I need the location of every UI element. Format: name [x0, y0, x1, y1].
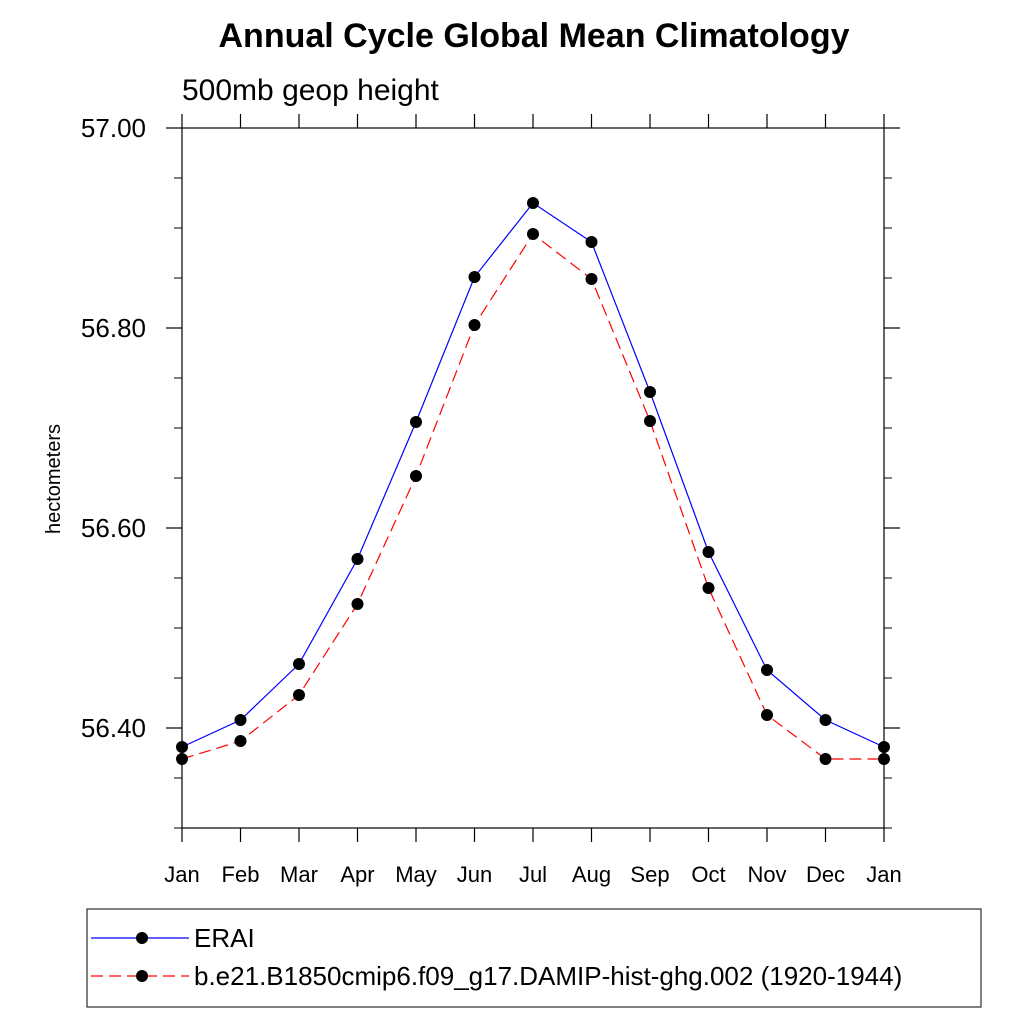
series-1-point	[234, 735, 247, 747]
x-tick-label: Jan	[866, 862, 901, 887]
x-tick-label: Dec	[806, 862, 845, 887]
x-tick-label: Sep	[630, 862, 669, 887]
x-tick-label: Aug	[572, 862, 611, 887]
series-0-point	[585, 236, 598, 248]
x-tick-label: Mar	[280, 862, 318, 887]
chart-subtitle: 500mb geop height	[182, 74, 440, 107]
series-0-point	[468, 271, 481, 283]
series-1-point	[527, 228, 539, 240]
series-1-point	[819, 753, 832, 765]
series-1-point	[176, 753, 188, 765]
legend-marker-1	[136, 970, 148, 982]
chart-title: Annual Cycle Global Mean Climatology	[219, 17, 850, 55]
y-axis-label: hectometers	[43, 424, 65, 534]
series-0-point	[176, 741, 188, 753]
series-1-point	[878, 753, 890, 765]
axes: 56.40 56.60 56.80 57.00 Jan Feb Mar Apr May Jun Ju…	[81, 113, 902, 887]
x-tick-label: Jul	[519, 862, 547, 887]
series-0-point	[702, 546, 715, 558]
series-line-0	[181, 202, 885, 748]
series-1-point	[644, 415, 656, 427]
y-tick-label: 57.00	[81, 113, 146, 143]
y-tick-label: 56.40	[81, 713, 146, 743]
series-layer	[176, 197, 890, 765]
x-tick-label: May	[395, 862, 437, 887]
series-0-point	[644, 386, 656, 398]
series-1-point	[410, 470, 422, 482]
x-tick-label: Nov	[747, 862, 786, 887]
series-0-point	[410, 416, 422, 428]
legend-marker-0	[136, 932, 148, 944]
x-tick-label: Jun	[457, 862, 492, 887]
series-0-point	[527, 197, 539, 209]
x-tick-label: Oct	[691, 862, 725, 887]
series-1-point	[351, 598, 364, 610]
legend-box	[86, 908, 982, 1008]
series-0-point	[293, 658, 305, 670]
y-tick-label: 56.80	[81, 313, 146, 343]
x-tick-label: Jan	[164, 862, 199, 887]
series-0-point	[351, 553, 364, 565]
legend-label-0: ERAI	[194, 923, 255, 953]
y-tick-label: 56.60	[81, 513, 146, 543]
series-0-point	[878, 741, 890, 753]
series-1-point	[761, 709, 773, 721]
series-1-point	[702, 582, 715, 594]
series-0-point	[819, 714, 832, 726]
legend-label-1: b.e21.B1850cmip6.f09_g17.DAMIP-hist-ghg.…	[194, 961, 902, 991]
legend: ERAI b.e21.B1850cmip6.f09_g17.DAMIP-hist-…	[86, 908, 982, 1008]
series-1-point	[468, 319, 481, 331]
series-1-point	[293, 689, 305, 701]
x-tick-label: Apr	[340, 862, 374, 887]
series-0-point	[761, 664, 773, 676]
series-1-point	[585, 273, 598, 285]
series-0-point	[234, 714, 247, 726]
x-tick-label: Feb	[222, 862, 260, 887]
